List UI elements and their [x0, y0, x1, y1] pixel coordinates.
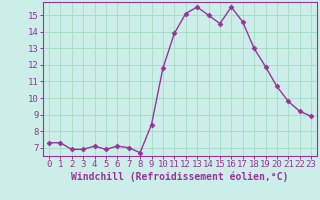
X-axis label: Windchill (Refroidissement éolien,°C): Windchill (Refroidissement éolien,°C)	[71, 172, 289, 182]
